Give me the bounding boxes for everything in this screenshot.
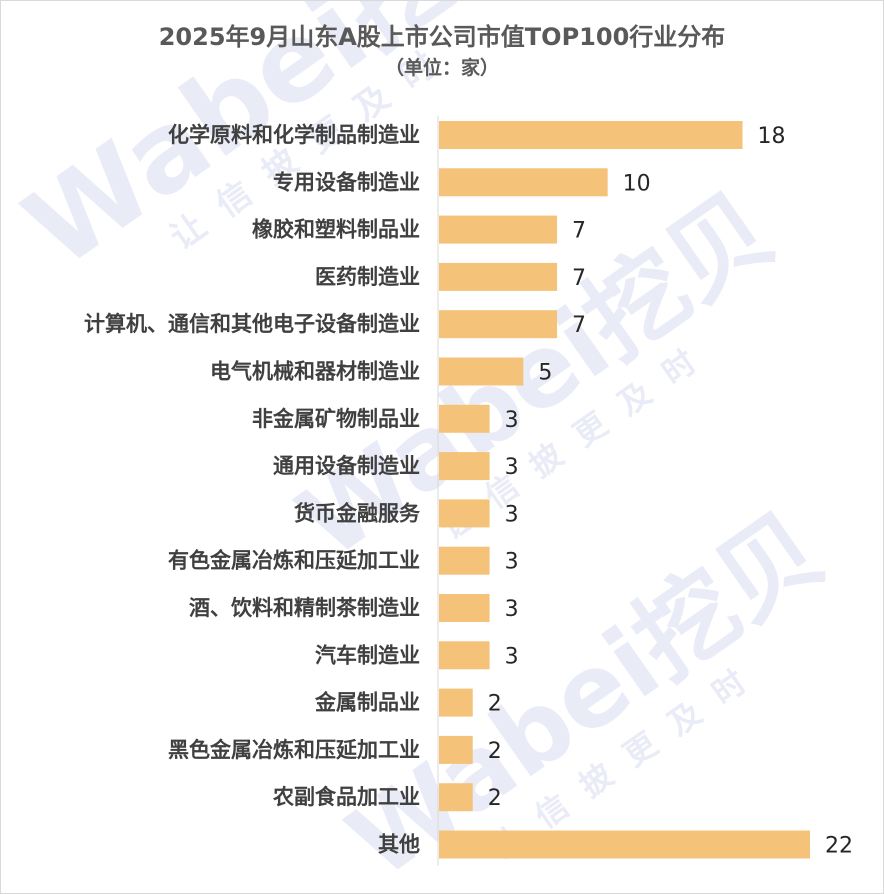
bar (439, 310, 558, 339)
chart-title: 2025年9月山东A股上市公司市值TOP100行业分布 (159, 23, 726, 51)
data-label: 2 (488, 692, 502, 717)
bar (439, 452, 490, 481)
category-label: 橡胶和塑料制品业 (252, 218, 420, 242)
category-label: 电气机械和器材制造业 (210, 360, 420, 384)
data-label: 3 (505, 408, 519, 433)
bar (439, 783, 473, 812)
data-label: 5 (538, 361, 552, 386)
data-label: 10 (623, 171, 651, 196)
category-label: 化学原料和化学制品制造业 (168, 123, 420, 147)
category-label: 汽车制造业 (315, 643, 420, 667)
data-label: 2 (488, 739, 502, 764)
bar (439, 735, 473, 764)
bars-group (439, 121, 810, 859)
category-label: 计算机、通信和其他电子设备制造业 (84, 312, 420, 336)
bar (439, 688, 473, 717)
category-label: 农副食品加工业 (272, 785, 420, 809)
data-label: 7 (572, 313, 586, 338)
category-label: 有色金属冶炼和压延加工业 (168, 549, 420, 573)
bar (439, 168, 608, 197)
category-label: 医药制造业 (315, 265, 420, 289)
data-label: 3 (505, 644, 519, 669)
category-label: 专用设备制造业 (273, 170, 420, 194)
bar (439, 215, 558, 244)
category-label: 黑色金属冶炼和压延加工业 (168, 738, 420, 762)
category-labels-group: 化学原料和化学制品制造业专用设备制造业橡胶和塑料制品业医药制造业计算机、通信和其… (84, 123, 421, 857)
data-label: 7 (572, 266, 586, 291)
category-label: 货币金融服务 (294, 501, 421, 525)
bar (439, 121, 743, 149)
data-label: 3 (505, 597, 519, 622)
category-label: 酒、饮料和精制茶制造业 (189, 596, 420, 620)
bar (439, 830, 810, 859)
bar (439, 262, 558, 291)
category-label: 非金属矿物制品业 (252, 407, 420, 431)
bar (439, 594, 490, 622)
bar (439, 641, 490, 670)
data-label: 22 (825, 834, 853, 859)
data-label: 3 (505, 502, 519, 527)
bar (439, 546, 490, 575)
data-label: 3 (505, 550, 519, 575)
bar (439, 499, 490, 528)
data-label: 2 (488, 786, 502, 811)
chart-subtitle: （单位：家） (385, 56, 499, 79)
category-label: 金属制品业 (314, 691, 420, 715)
data-label: 3 (505, 455, 519, 480)
data-label: 7 (572, 219, 586, 244)
data-label: 18 (758, 124, 786, 149)
bar (439, 404, 490, 433)
bar (439, 357, 524, 386)
category-label: 通用设备制造业 (273, 454, 420, 478)
category-label: 其他 (378, 833, 420, 857)
